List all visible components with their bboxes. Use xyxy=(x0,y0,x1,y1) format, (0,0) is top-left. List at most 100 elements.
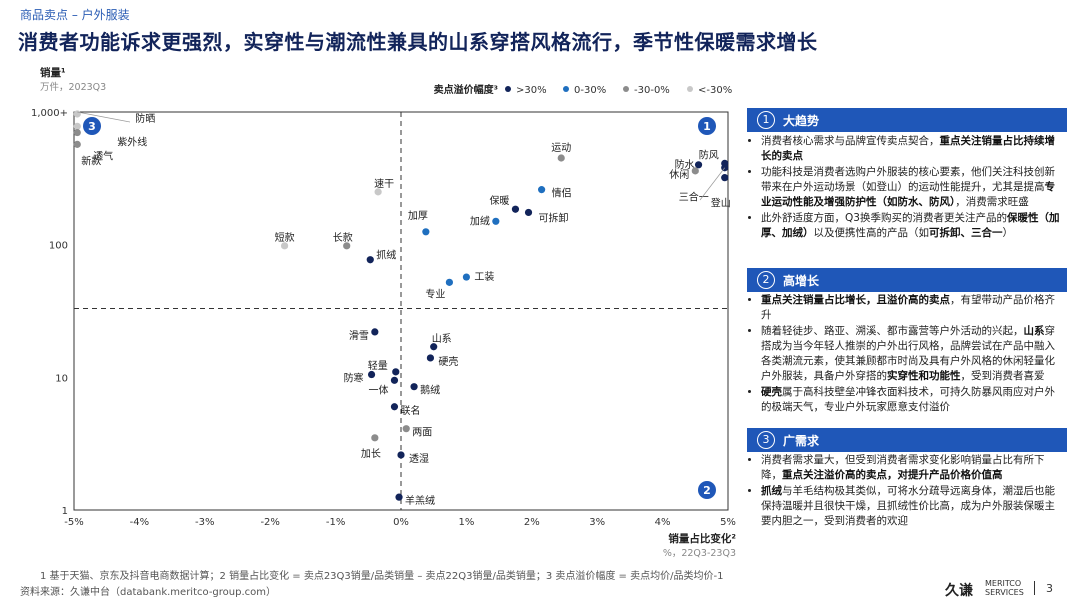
legend-marker xyxy=(623,86,629,92)
data-point-label: 透气 xyxy=(93,150,113,163)
page-title: 消费者功能诉求更强烈，实穿性与潮流性兼具的山系穿搭风格流行，季节性保暖需求增长 xyxy=(18,30,818,54)
data-point-label: 三合一 xyxy=(679,191,709,204)
x-tick-label: 3% xyxy=(589,517,605,528)
data-point-label: 联名 xyxy=(400,404,420,417)
data-point xyxy=(371,328,379,336)
section-bullets: 消费者需求量大，但受到消费者需求变化影响销量占比有所下降，重点关注溢价高的卖点，… xyxy=(747,453,1065,545)
data-point xyxy=(694,161,703,169)
data-point-label: 新款 xyxy=(81,154,101,167)
data-point-label: 加绒 xyxy=(470,214,490,227)
data-point-label: 保暖 xyxy=(489,194,509,207)
data-point xyxy=(721,174,729,182)
data-point-label: 紫外线 xyxy=(117,135,147,148)
data-point xyxy=(343,242,351,250)
data-point xyxy=(538,186,546,194)
section-title: 大趋势 xyxy=(783,114,820,128)
data-point-label: 滑雪 xyxy=(349,330,369,342)
data-point xyxy=(371,434,379,442)
data-point-label: 运动 xyxy=(551,142,571,154)
data-point-label: 轻量 xyxy=(368,359,388,372)
section-header-2: 2 高增长 xyxy=(747,268,1067,292)
data-point-label: 鹅绒 xyxy=(420,384,440,397)
data-point xyxy=(390,376,399,384)
quadrant-badge xyxy=(83,117,101,135)
x-tick-label: 1% xyxy=(458,517,474,528)
x-axis-title: 销量占比变化² xyxy=(668,532,736,545)
data-point xyxy=(445,278,453,286)
legend-label: 0-30% xyxy=(574,85,606,96)
logo-en-line2: SERVICES xyxy=(985,588,1024,597)
y-axis-unit: 万件，2023Q3 xyxy=(40,81,106,93)
y-axis-title: 销量¹ xyxy=(40,66,66,79)
section-number: 3 xyxy=(757,431,775,449)
data-point-label: 两面 xyxy=(412,428,432,439)
company-logo: 久谦 xyxy=(945,583,973,599)
section-bullets: 消费者核心需求与品牌宣传卖点契合，重点关注销量占比持续增长的卖点功能科技是消费者… xyxy=(747,134,1065,252)
data-point-label: 专业 xyxy=(425,287,445,300)
data-point-label: 防风 xyxy=(699,148,719,161)
data-point-label: 加厚 xyxy=(408,210,428,222)
legend-label: <-30% xyxy=(698,85,732,96)
section-number: 2 xyxy=(757,271,775,289)
data-point-label: 硬壳 xyxy=(438,355,458,368)
data-point xyxy=(557,154,565,162)
y-tick-label: 1 xyxy=(62,506,68,517)
leader-line xyxy=(699,167,726,201)
x-tick-label: -5% xyxy=(64,517,83,528)
data-point-label: 可拆卸 xyxy=(539,211,569,224)
data-point xyxy=(280,242,289,250)
bullet-item: 重点关注销量占比增长，且溢价高的卖点，有望带动产品价格齐升 xyxy=(761,293,1065,323)
data-point xyxy=(430,343,438,351)
quadrant-badge xyxy=(698,481,716,499)
bullet-item: 硬壳属于高科技壁垒冲锋衣面料技术，可持久防暴风雨应对户外的极端天气，专业户外玩家… xyxy=(761,385,1065,415)
footnotes: 1 基于天猫、京东及抖音电商数据计算；2 销量占比变化 = 卖点23Q3销量/品… xyxy=(40,571,724,582)
logo-en-line1: MERITCO xyxy=(985,579,1022,588)
y-tick-label: 100 xyxy=(49,241,68,252)
section-title: 广需求 xyxy=(783,434,820,448)
section-title: 高增长 xyxy=(783,274,820,288)
section-header-1: 1 大趋势 xyxy=(747,108,1067,132)
data-point-label: 休闲 xyxy=(669,168,689,181)
x-tick-label: -4% xyxy=(130,517,149,528)
data-point xyxy=(402,425,410,433)
data-point xyxy=(374,188,382,196)
data-point-label: 透湿 xyxy=(409,453,429,465)
section-number: 1 xyxy=(757,111,775,129)
data-point xyxy=(691,167,699,175)
data-point-label: 长款 xyxy=(333,231,353,244)
legend-title: 卖点溢价幅度³ xyxy=(434,83,498,96)
section-header-3: 3 广需求 xyxy=(747,428,1067,452)
data-point xyxy=(426,354,435,362)
x-tick-label: 0% xyxy=(393,517,409,528)
x-tick-label: 4% xyxy=(655,517,671,528)
bullet-item: 抓绒与羊毛结构极其类似，可将水分疏导远离身体，潮湿后也能保持温暖并且很快干燥，且… xyxy=(761,484,1065,529)
scatter-chart: -5% -4% -3% -2% -1% 0% 1% 2% 3% 4% 5% 1 10 100 1,000+ 销… xyxy=(31,66,736,559)
bullet-item: 功能科技是消费者选购户外服装的核心要素，他们关注科技创新带来在户外运动场景（如登… xyxy=(761,165,1065,210)
data-point xyxy=(524,208,533,217)
data-point xyxy=(492,217,500,225)
legend-marker xyxy=(687,86,693,92)
data-point xyxy=(392,368,400,376)
y-tick-label: 1,000+ xyxy=(31,108,68,119)
data-point-label: 山系 xyxy=(432,333,452,345)
leader-line xyxy=(77,111,131,123)
data-point xyxy=(367,370,376,379)
legend-label: >30% xyxy=(516,85,547,96)
legend-label: -30-0% xyxy=(634,85,670,96)
quadrant-label: 2 xyxy=(703,484,711,497)
data-point-label: 登山 xyxy=(711,197,731,210)
x-tick-label: -1% xyxy=(326,517,345,528)
data-point-label: 羊羔绒 xyxy=(405,494,435,507)
data-point xyxy=(395,493,403,501)
data-point xyxy=(511,205,520,213)
source-note: 资料来源：久谦中台（databank.meritco-group.com） xyxy=(20,587,277,598)
data-point-label: 防寒 xyxy=(344,372,364,385)
quadrant-label: 3 xyxy=(88,120,96,133)
x-tick-label: 2% xyxy=(524,517,540,528)
page-divider xyxy=(1034,581,1035,595)
data-point xyxy=(397,451,405,459)
legend-marker xyxy=(563,86,569,92)
data-point-label: 情侣 xyxy=(552,187,572,200)
data-point xyxy=(462,273,470,281)
data-point-label: 速干 xyxy=(374,178,394,190)
